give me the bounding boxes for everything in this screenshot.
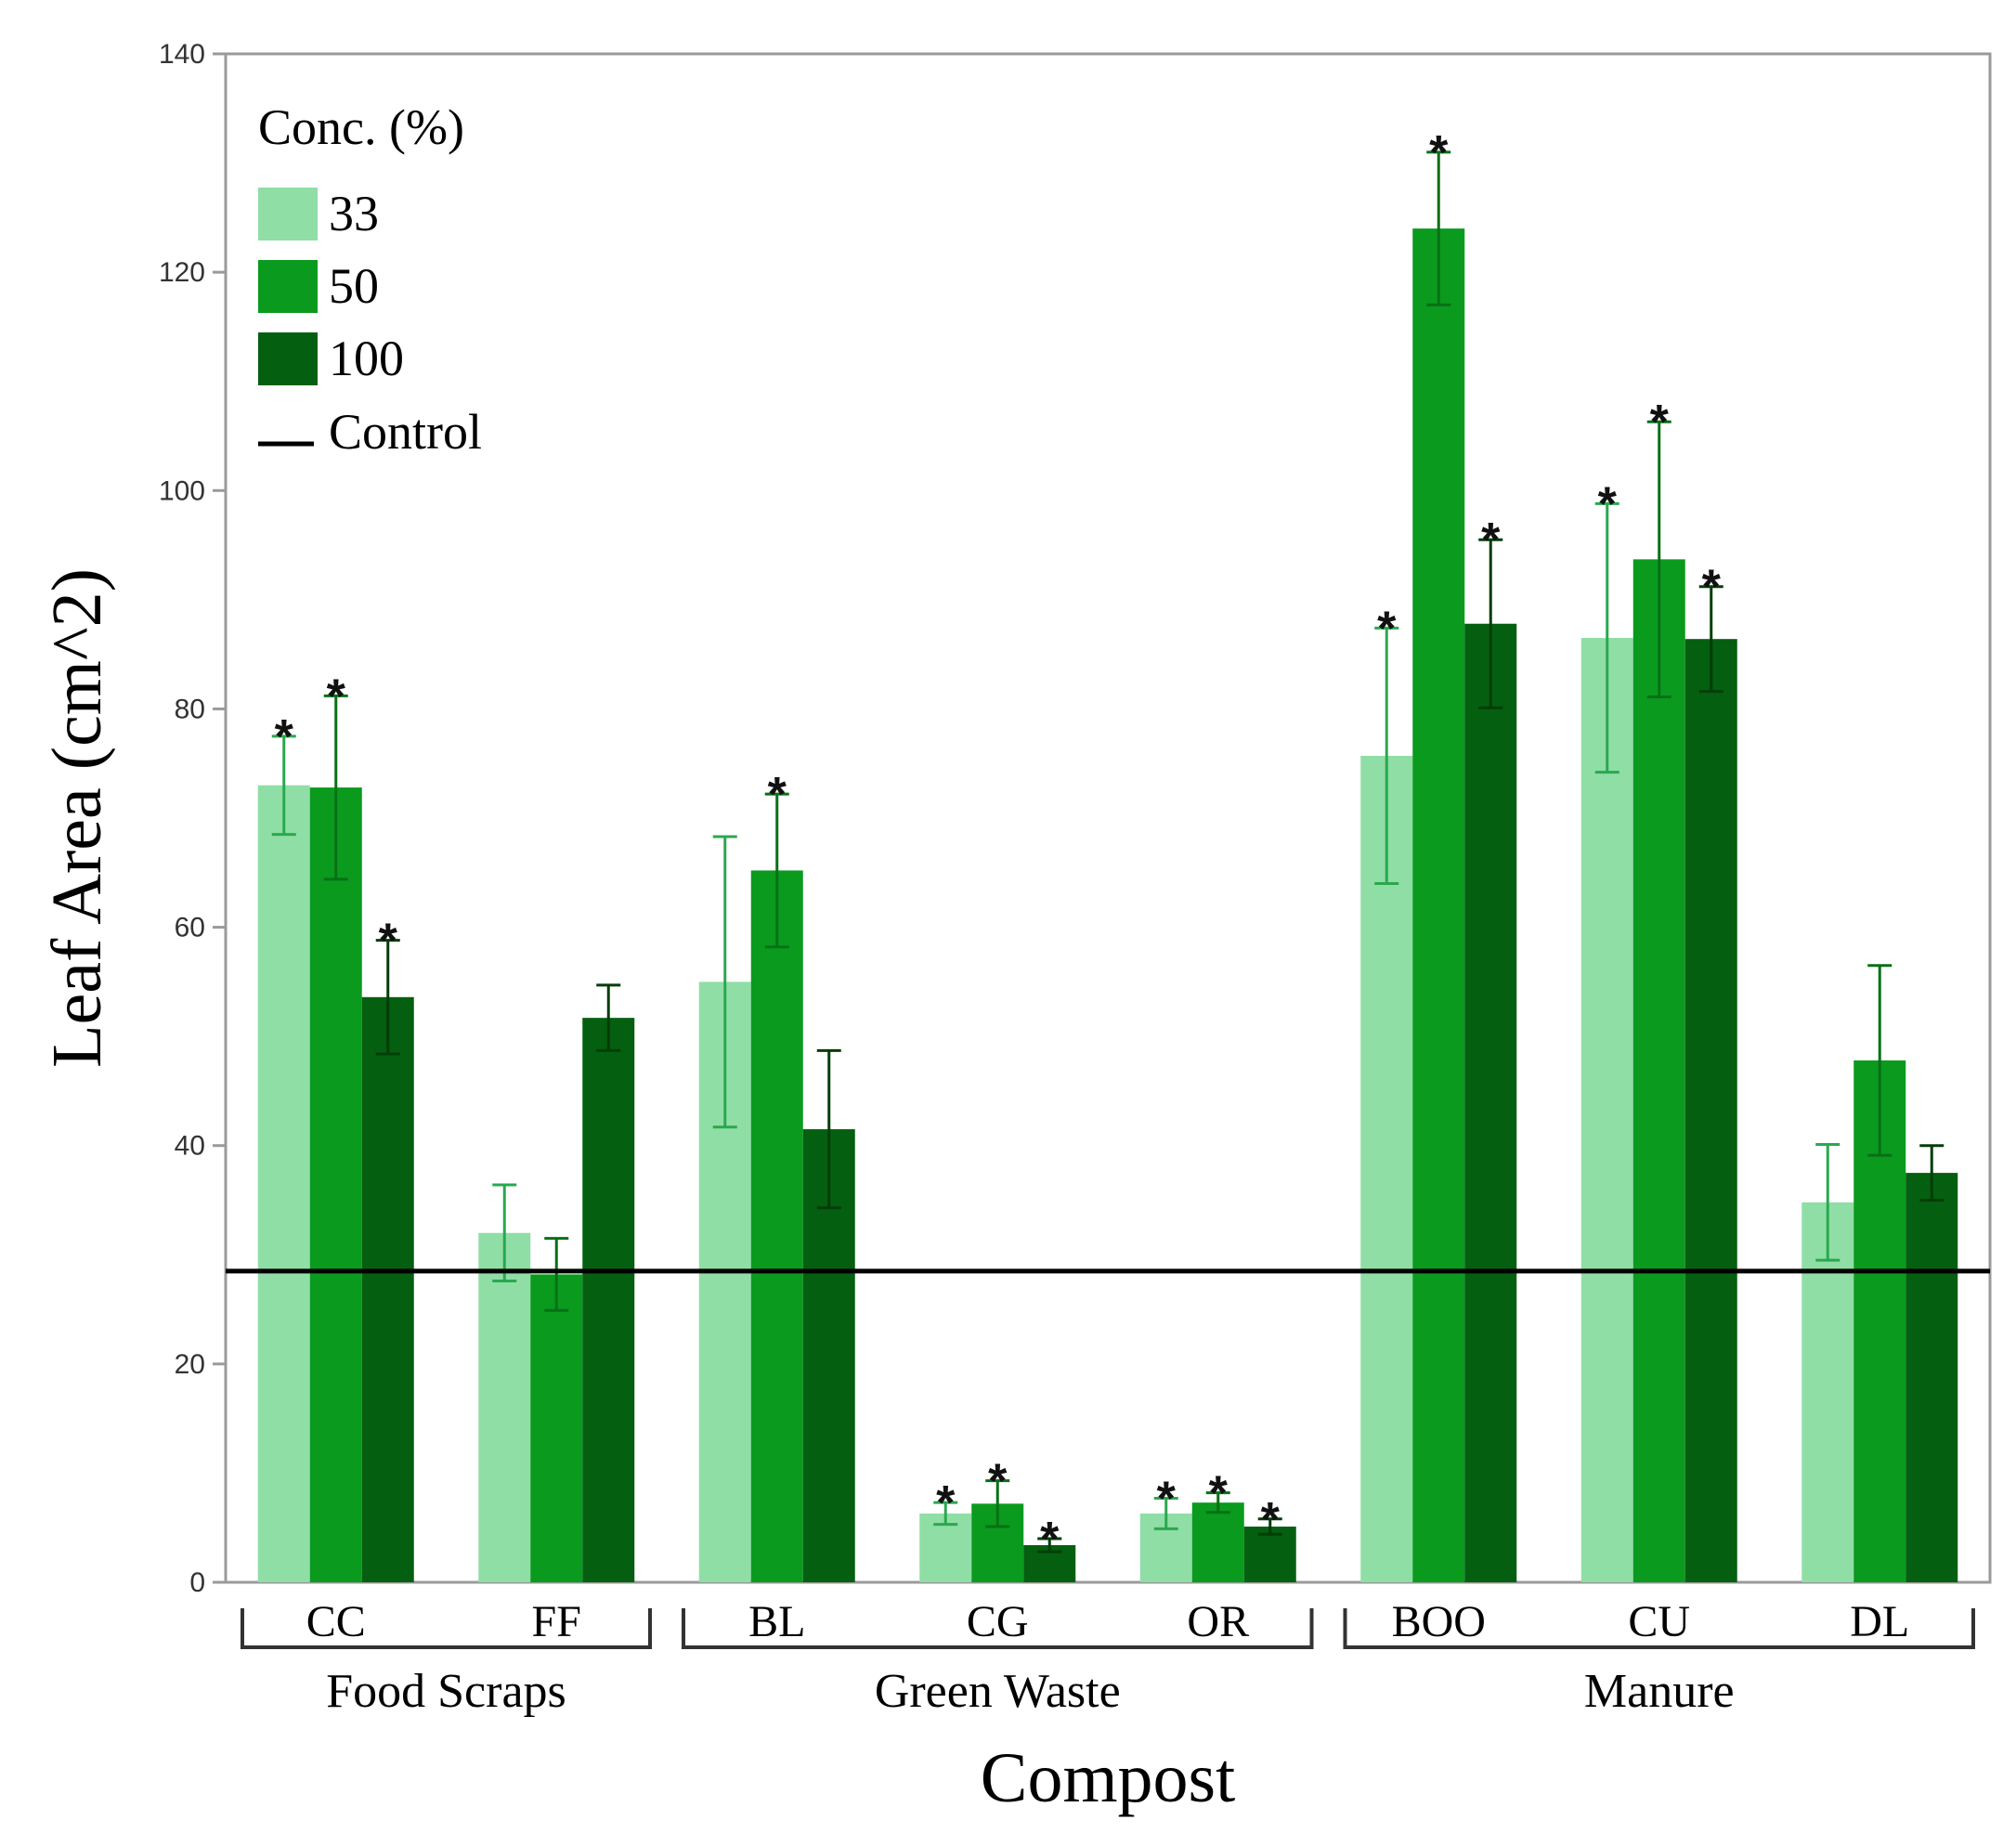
sig-marker-CG-33: * xyxy=(936,1476,956,1530)
legend: Conc. (%) 33 50 100 Control xyxy=(258,99,482,460)
y-tick-label-20: 20 xyxy=(175,1349,205,1380)
significance-markers: * * * * * * * * * * * * * * * * xyxy=(275,126,1722,1566)
group-bracket-1 xyxy=(241,1608,652,1649)
group-label-2: Green Waste xyxy=(875,1665,1121,1718)
legend-swatch-50 xyxy=(258,260,318,313)
sig-marker-CC-100: * xyxy=(379,915,398,968)
legend-label-100: 100 xyxy=(329,331,404,386)
group-bracket-2 xyxy=(682,1608,1314,1649)
bar-CU-50 xyxy=(1632,559,1685,1582)
x-category-label-DL: DL xyxy=(1850,1597,1909,1646)
x-axis-title: Compost xyxy=(981,1739,1236,1817)
bar-CU-33 xyxy=(1580,638,1633,1582)
sig-marker-BOO-50: * xyxy=(1429,126,1449,180)
group-bracket-3 xyxy=(1343,1608,1975,1649)
legend-title: Conc. (%) xyxy=(258,99,464,155)
bar-CC-100 xyxy=(361,996,414,1582)
legend-label-control: Control xyxy=(329,404,482,460)
x-category-label-BL: BL xyxy=(748,1597,805,1646)
group-label-1: Food Scraps xyxy=(326,1665,566,1718)
bar-BOO-100 xyxy=(1464,623,1517,1582)
y-tick-label-120: 120 xyxy=(159,257,205,288)
x-category-label-OR: OR xyxy=(1187,1597,1249,1646)
bar-BL-50 xyxy=(750,870,803,1582)
y-axis-title: Leaf Area (cm^2) xyxy=(38,568,116,1068)
bar-CC-50 xyxy=(309,787,362,1582)
x-category-label-CC: CC xyxy=(306,1597,366,1646)
x-category-label-CG: CG xyxy=(967,1597,1029,1646)
y-tick-label-80: 80 xyxy=(175,694,205,724)
sig-marker-OR-100: * xyxy=(1261,1493,1281,1547)
sig-marker-CG-50: * xyxy=(988,1455,1008,1509)
bar-OR-50 xyxy=(1191,1502,1244,1582)
bar-OR-100 xyxy=(1243,1527,1296,1582)
legend-label-50: 50 xyxy=(329,258,379,314)
sig-marker-BOO-100: * xyxy=(1481,514,1501,567)
sig-marker-BL-50: * xyxy=(768,768,787,822)
y-tick-label-100: 100 xyxy=(159,475,205,506)
bar-DL-100 xyxy=(1905,1173,1958,1582)
y-tick-label-40: 40 xyxy=(175,1131,205,1162)
sig-marker-CC-50: * xyxy=(327,670,346,723)
error-bars xyxy=(271,150,1944,1554)
bar-DL-33 xyxy=(1801,1202,1854,1582)
x-category-labels: CC FF BL CG OR BOO CU DL xyxy=(306,1597,1910,1646)
legend-label-33: 33 xyxy=(329,186,379,241)
legend-swatch-100 xyxy=(258,332,318,385)
group-label-3: Manure xyxy=(1584,1665,1735,1718)
sig-marker-CU-33: * xyxy=(1598,477,1618,531)
bar-CU-100 xyxy=(1684,639,1737,1582)
legend-swatch-33 xyxy=(258,188,318,240)
x-category-label-BOO: BOO xyxy=(1392,1597,1486,1646)
bar-BOO-50 xyxy=(1412,228,1465,1583)
sig-marker-BOO-33: * xyxy=(1377,602,1397,656)
x-category-label-FF: FF xyxy=(532,1597,581,1646)
y-tick-label-140: 140 xyxy=(159,39,205,70)
bar-FF-50 xyxy=(530,1274,583,1582)
sig-marker-OR-50: * xyxy=(1209,1467,1229,1521)
y-axis: 0 20 40 60 80 100 120 140 xyxy=(159,39,226,1598)
sig-marker-CG-100: * xyxy=(1040,1513,1060,1566)
sig-marker-CC-33: * xyxy=(275,710,294,764)
y-tick-label-0: 0 xyxy=(189,1567,205,1598)
sig-marker-CU-100: * xyxy=(1702,561,1722,615)
group-brackets: Food Scraps Green Waste Manure xyxy=(241,1608,1975,1718)
y-tick-label-60: 60 xyxy=(175,913,205,943)
bar-CC-33 xyxy=(257,785,310,1582)
bar-FF-100 xyxy=(582,1018,635,1582)
bars xyxy=(257,228,1958,1583)
sig-marker-OR-33: * xyxy=(1157,1472,1177,1526)
sig-marker-CU-50: * xyxy=(1650,396,1670,449)
bar-BOO-33 xyxy=(1360,755,1413,1582)
x-category-label-CU: CU xyxy=(1628,1597,1690,1646)
bar-FF-33 xyxy=(478,1232,531,1582)
